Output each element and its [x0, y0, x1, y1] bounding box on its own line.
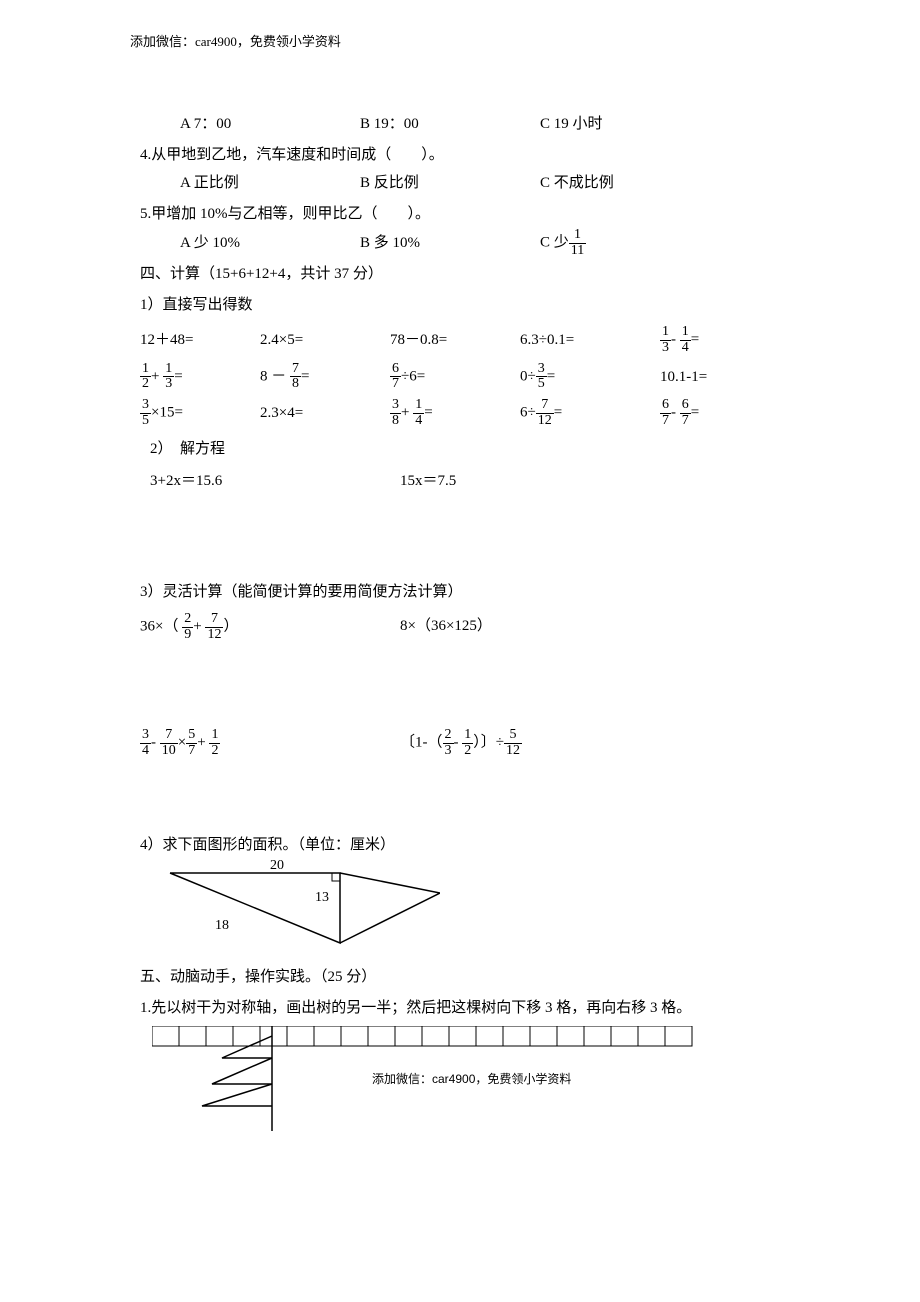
r2c4: 0÷35= [520, 362, 660, 392]
tri-label-left: 18 [215, 913, 229, 940]
frac-5-12: 512 [504, 728, 522, 758]
calc-grid: 12＋48= 2.4×5= 78－0.8= 6.3÷0.1= 13- 14= 1… [140, 325, 790, 428]
frac-1-4-b: 14 [413, 398, 424, 428]
q3-opt-a: A 7：00 [180, 110, 360, 139]
q4-text: 4.从甲地到乙地，汽车速度和时间成（ ）。 [140, 141, 790, 170]
sec5-title: 五、动脑动手，操作实践。（25 分） [140, 963, 790, 992]
r3c4: 6÷712= [520, 398, 660, 428]
frac-3-8: 38 [390, 398, 401, 428]
eq2: 15x＝7.5 [400, 467, 456, 496]
q5-text: 5.甲增加 10%与乙相等，则甲比乙（ ）。 [140, 200, 790, 229]
frac-7-12-b: 712 [205, 612, 223, 642]
page: 添加微信：car4900，免费领小学资料 A 7：00 B 19：00 C 19… [0, 0, 920, 1302]
frac-2-9: 29 [182, 612, 193, 642]
q4-options: A 正比例 B 反比例 C 不成比例 [180, 169, 790, 198]
frac-1-2-b: 12 [209, 728, 220, 758]
q5-options: A 少 10% B 多 10% C 少111 [180, 228, 790, 258]
p3a: 36×（ 29+ 712） [140, 612, 400, 642]
frac-7-8: 78 [290, 362, 301, 392]
q4-opt-a: A 正比例 [180, 169, 360, 198]
frac-1-3-a: 13 [660, 325, 671, 355]
calc-row-2: 12+ 13= 8 － 78= 67÷6= 0÷35= 10.1-1= [140, 362, 790, 392]
p3d: 〔1-（23- 12）〕÷512 [400, 728, 522, 758]
frac-6-7-a: 67 [390, 362, 401, 392]
frac-3-4: 34 [140, 728, 151, 758]
q4-opt-b: B 反比例 [360, 169, 540, 198]
calc-row-3: 35×15= 2.3×4= 38+ 14= 6÷712= 67- 67= [140, 398, 790, 428]
r2c1: 12+ 13= [140, 362, 260, 392]
q5-opt-b: B 多 10% [360, 229, 540, 258]
p3b: 8×（36×125） [400, 612, 492, 642]
frac-3-5-a: 35 [536, 362, 547, 392]
calc3-row1: 36×（ 29+ 712） 8×（36×125） [140, 612, 790, 642]
q3-options: A 7：00 B 19：00 C 19 小时 [180, 110, 790, 139]
frac-3-5-b: 35 [140, 398, 151, 428]
frac-5-7: 57 [186, 728, 197, 758]
calc-row-1: 12＋48= 2.4×5= 78－0.8= 6.3÷0.1= 13- 14= [140, 325, 790, 355]
sec4-4: 4）求下面图形的面积。（单位：厘米） [140, 831, 790, 860]
r1c4: 6.3÷0.1= [520, 326, 660, 355]
tri-label-top: 20 [270, 853, 284, 880]
r3c5: 67- 67= [660, 398, 790, 428]
r2c5: 10.1-1= [660, 363, 790, 392]
q5-opt-a: A 少 10% [180, 229, 360, 258]
frac-7-12: 712 [536, 398, 554, 428]
r3c2: 2.3×4= [260, 399, 390, 428]
frac-1-4-a: 14 [680, 325, 691, 355]
r1c3: 78－0.8= [390, 326, 520, 355]
frac-1-2-c: 12 [462, 728, 473, 758]
triangle-figure: 20 13 18 [160, 863, 440, 953]
calc3-row2: 34- 710×57+ 12 〔1-（23- 12）〕÷512 [140, 728, 790, 758]
header-note: 添加微信：car4900，免费领小学资料 [130, 30, 341, 55]
frac-2-3: 23 [443, 728, 454, 758]
sec5-1: 1.先以树干为对称轴，画出树的另一半；然后把这棵树向下移 3 格，再向右移 3 … [140, 994, 790, 1023]
sec4-1: 1）直接写出得数 [140, 291, 790, 320]
r2c3: 67÷6= [390, 362, 520, 392]
r1c2: 2.4×5= [260, 326, 390, 355]
q3-opt-b: B 19：00 [360, 110, 540, 139]
r3c1: 35×15= [140, 398, 260, 428]
frac-1-3-b: 13 [163, 362, 174, 392]
frac-1-2-a: 12 [140, 362, 151, 392]
frac-7-10: 710 [160, 728, 178, 758]
sec4-title: 四、计算（15+6+12+4，共计 37 分） [140, 260, 790, 289]
frac-6-7-b: 67 [660, 398, 671, 428]
q5-c-prefix: C 少 [540, 235, 569, 251]
q5-opt-c: C 少111 [540, 228, 720, 258]
frac-1-11: 111 [569, 228, 586, 258]
content: A 7：00 B 19：00 C 19 小时 4.从甲地到乙地，汽车速度和时间成… [140, 110, 790, 1136]
q4-opt-c: C 不成比例 [540, 169, 720, 198]
r1c1: 12＋48= [140, 326, 260, 355]
r1c5: 13- 14= [660, 325, 790, 355]
triangle-svg [160, 863, 440, 953]
tri-label-h: 13 [315, 885, 329, 912]
sec4-2: 2） 解方程 [150, 435, 790, 464]
sec4-3: 3）灵活计算（能简便计算的要用简便方法计算） [140, 578, 790, 607]
q3-opt-c: C 19 小时 [540, 110, 720, 139]
p3c: 34- 710×57+ 12 [140, 728, 400, 758]
tree-figure: 添加微信：car4900，免费领小学资料 [152, 1026, 712, 1136]
frac-6-7-c: 67 [680, 398, 691, 428]
eq-row: 3+2x＝15.6 15x＝7.5 [150, 467, 790, 496]
r2c2: 8 － 78= [260, 362, 390, 392]
eq1: 3+2x＝15.6 [150, 467, 400, 496]
footer-note: 添加微信：car4900，免费领小学资料 [372, 1068, 571, 1091]
r3c3: 38+ 14= [390, 398, 520, 428]
